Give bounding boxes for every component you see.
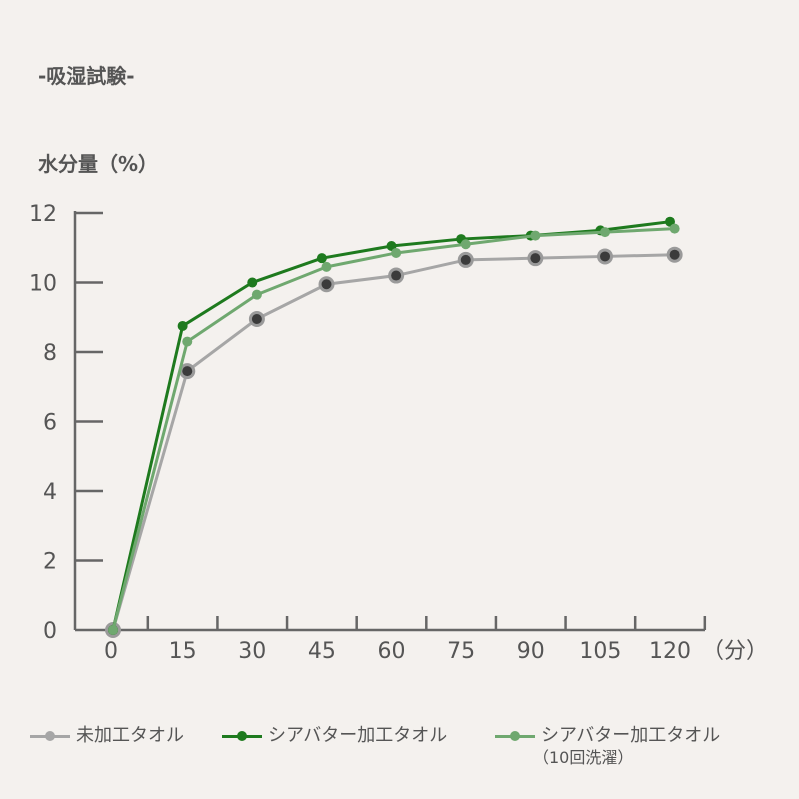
- x-tick-label: 45: [308, 639, 336, 664]
- series-group: [105, 216, 683, 638]
- x-tick-label: 120: [649, 639, 691, 664]
- x-axis-label: （分）: [702, 639, 768, 664]
- legend-swatch: [222, 724, 262, 748]
- data-point: [251, 289, 262, 300]
- legend-label: シアバター加工タオル: [541, 725, 721, 746]
- series-2: [108, 223, 680, 635]
- x-tick-label: 105: [579, 639, 621, 664]
- y-tick-label: 2: [43, 550, 57, 575]
- data-point-core: [182, 366, 193, 377]
- data-point-core: [391, 270, 402, 281]
- data-point: [460, 239, 471, 250]
- x-tick-label: 60: [378, 639, 406, 664]
- legend: 未加工タオル シアバター加工タオル シアバター加工タオル （10回洗濯）: [0, 724, 799, 784]
- data-point-core: [251, 313, 262, 324]
- data-point: [247, 277, 258, 288]
- data-point: [316, 253, 327, 264]
- series-line: [111, 253, 675, 631]
- data-point: [321, 261, 332, 272]
- legend-sublabel: （10回洗濯）: [533, 748, 634, 767]
- legend-swatch: [495, 724, 535, 748]
- legend-swatch: [30, 724, 70, 748]
- y-axis-label: 水分量（%）: [38, 152, 159, 176]
- y-tick-label: 0: [43, 619, 57, 644]
- data-point: [177, 320, 188, 331]
- series-line: [111, 227, 675, 631]
- chart-title: -吸湿試験-: [38, 64, 135, 88]
- series-0: [105, 246, 683, 638]
- data-point: [108, 625, 118, 635]
- x-tick-label: 15: [169, 639, 197, 664]
- data-point: [182, 336, 193, 347]
- y-tick-label: 8: [43, 341, 57, 366]
- y-tick-label: 12: [29, 202, 57, 227]
- data-point-core: [460, 254, 471, 265]
- data-point-core: [321, 279, 332, 290]
- data-point: [530, 230, 541, 241]
- series-line: [111, 220, 671, 631]
- axes: [73, 211, 707, 632]
- data-point-core: [530, 253, 541, 264]
- y-tick-label: 10: [29, 272, 57, 297]
- data-point: [391, 247, 402, 258]
- data-point: [600, 227, 611, 238]
- x-tick-label: 0: [104, 639, 118, 664]
- legend-label: シアバター加工タオル: [268, 725, 448, 746]
- y-tick-label: 6: [43, 411, 57, 436]
- data-point: [669, 223, 680, 234]
- data-point-core: [600, 251, 611, 262]
- x-tick-label: 75: [447, 639, 475, 664]
- legend-item-shea: シアバター加工タオル: [222, 724, 447, 748]
- x-tick-label: 30: [238, 639, 266, 664]
- data-point-core: [669, 249, 680, 260]
- legend-label: 未加工タオル: [76, 725, 184, 746]
- legend-item-untreated: 未加工タオル: [30, 724, 184, 748]
- x-tick-label: 90: [517, 639, 545, 664]
- y-tick-label: 4: [43, 480, 57, 505]
- legend-item-shea-washed: シアバター加工タオル （10回洗濯）: [495, 724, 720, 768]
